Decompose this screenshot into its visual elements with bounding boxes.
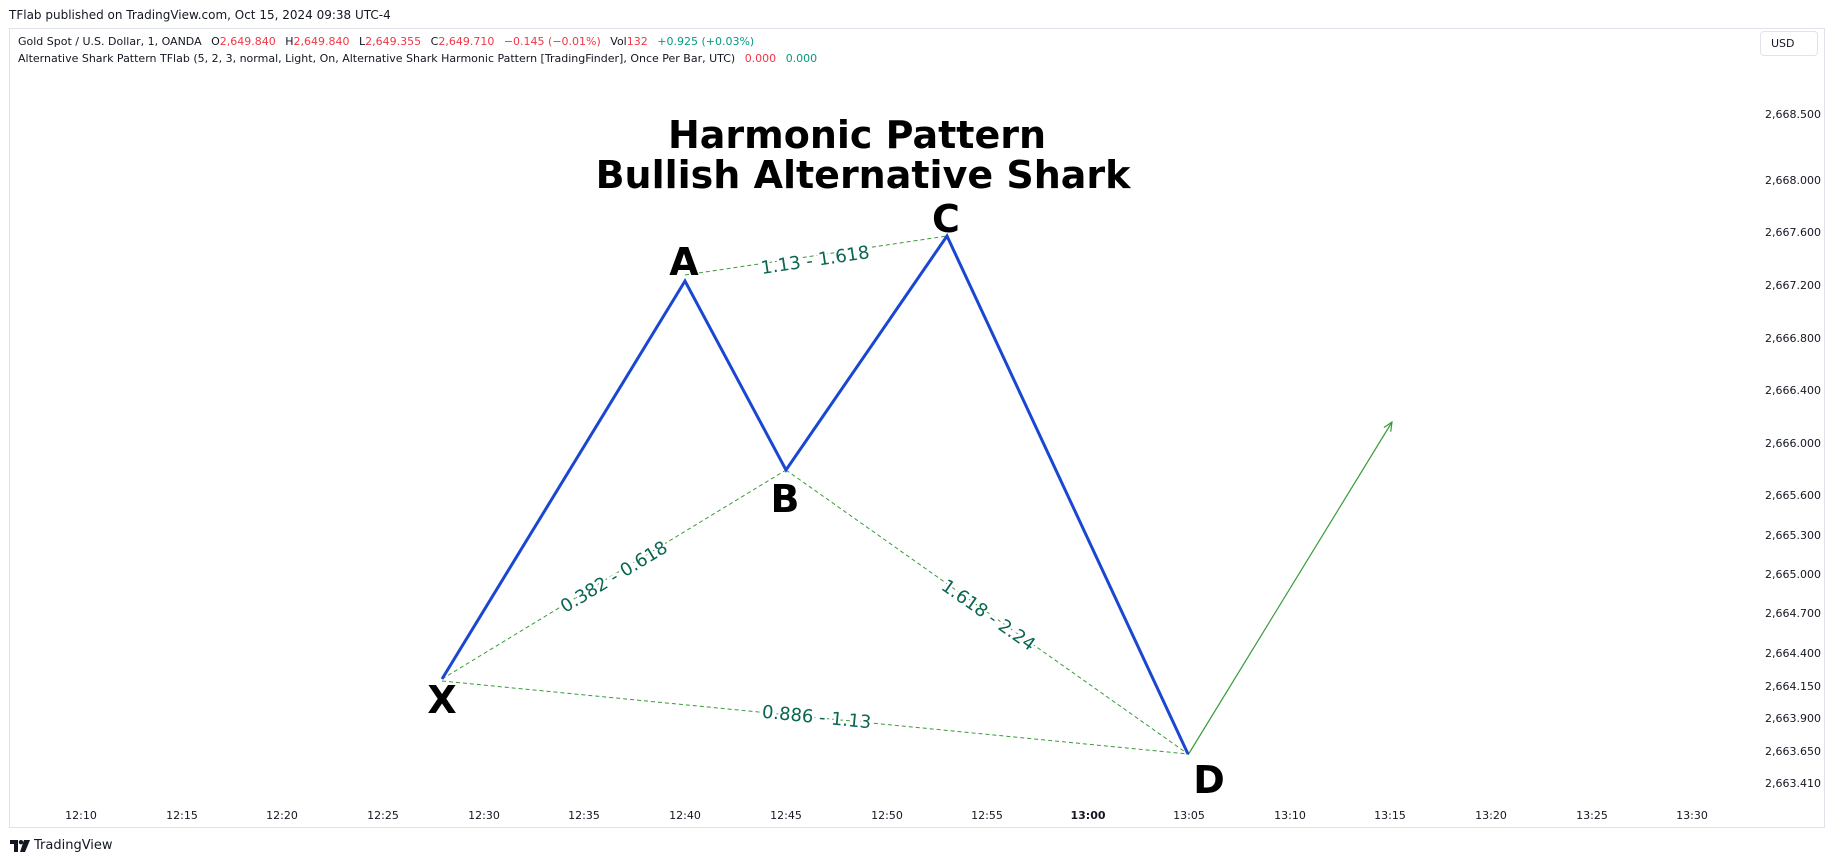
time-tick: 12:45 <box>770 809 802 822</box>
point-label-c: C <box>932 197 960 241</box>
time-tick: 13:30 <box>1676 809 1708 822</box>
time-tick: 13:05 <box>1173 809 1205 822</box>
price-tick: 2,664.700 <box>1765 607 1821 620</box>
price-tick: 2,668.500 <box>1765 108 1821 121</box>
time-tick: 13:10 <box>1274 809 1306 822</box>
price-tick: 2,665.600 <box>1765 489 1821 502</box>
time-tick: 12:35 <box>568 809 600 822</box>
pattern-line <box>440 232 1190 755</box>
volume-value: 132 <box>626 35 648 48</box>
time-tick: 13:25 <box>1576 809 1608 822</box>
low-value: 2,649.355 <box>365 35 422 48</box>
point-label-d: D <box>1193 758 1225 802</box>
chart-frame[interactable] <box>9 28 1825 828</box>
time-tick: 13:20 <box>1475 809 1507 822</box>
high-value: 2,649.840 <box>293 35 350 48</box>
price-tick: 2,668.000 <box>1765 174 1821 187</box>
ratio-line-bd <box>785 469 1189 755</box>
price-tick: 2,665.000 <box>1765 568 1821 581</box>
price-tick: 2,665.300 <box>1765 529 1821 542</box>
time-tick: 12:40 <box>669 809 701 822</box>
ratio-label-bd: 1.618 - 2.24 <box>937 575 1039 655</box>
price-tick: 2,667.200 <box>1765 279 1821 292</box>
price-tick: 2,664.150 <box>1765 680 1821 693</box>
time-tick: 13:00 <box>1070 809 1105 822</box>
title-line-2: Bullish Alternative Shark <box>596 153 1132 197</box>
published-line: TFlab published on TradingView.com, Oct … <box>9 8 391 22</box>
high-label: H <box>285 35 294 48</box>
close-value: 2,649.710 <box>438 35 495 48</box>
price-tick: 2,666.000 <box>1765 437 1821 450</box>
volume-label: Vol <box>610 35 627 48</box>
tradingview-logo-icon <box>10 839 30 852</box>
price-tick: 2,664.400 <box>1765 647 1821 660</box>
ratio-label-xd: 0.886 - 1.13 <box>761 702 872 734</box>
projection-arrow <box>1187 422 1392 756</box>
price-tick: 2,666.400 <box>1765 384 1821 397</box>
close-label: C <box>430 35 439 48</box>
point-label-a: A <box>669 240 699 284</box>
price-tick: 2,663.650 <box>1765 745 1821 758</box>
open-label: O <box>211 35 220 48</box>
price-tick: 2,663.410 <box>1765 777 1821 790</box>
price-tick: 2,663.900 <box>1765 712 1821 725</box>
volume-change: +0.925 (+0.03%) <box>657 35 755 48</box>
time-tick: 12:55 <box>971 809 1003 822</box>
time-tick: 12:25 <box>367 809 399 822</box>
ratio-label-xb: 0.382 - 0.618 <box>557 537 672 617</box>
indicator-name[interactable]: Alternative Shark Pattern TFlab (5, 2, 3… <box>18 52 736 65</box>
tradingview-logo[interactable]: TradingView <box>10 838 113 853</box>
ratio-line-ac <box>684 235 948 276</box>
open-value: 2,649.840 <box>219 35 276 48</box>
tradingview-brand: TradingView <box>34 838 113 853</box>
price-tick: 2,667.600 <box>1765 226 1821 239</box>
time-tick: 12:10 <box>65 809 97 822</box>
time-tick: 12:15 <box>166 809 198 822</box>
point-label-b: B <box>771 477 800 521</box>
title-line-1: Harmonic Pattern <box>668 113 1046 157</box>
ratio-line-xd <box>441 680 1189 755</box>
low-label: L <box>359 35 366 48</box>
symbol-legend: Gold Spot / U.S. Dollar, 1, OANDA O2,649… <box>18 35 754 48</box>
indicator-value-1: 0.000 <box>744 52 777 65</box>
indicator-value-2: 0.000 <box>785 52 818 65</box>
time-tick: 12:20 <box>266 809 298 822</box>
symbol-name[interactable]: Gold Spot / U.S. Dollar, 1, OANDA <box>18 35 202 48</box>
time-tick: 12:50 <box>871 809 903 822</box>
currency-button[interactable]: USD <box>1760 31 1818 56</box>
point-label-x: X <box>427 678 456 722</box>
ratio-label-ac: 1.13 - 1.618 <box>759 242 870 279</box>
indicator-legend: Alternative Shark Pattern TFlab (5, 2, 3… <box>18 52 817 65</box>
time-tick: 12:30 <box>468 809 500 822</box>
price-change: −0.145 (−0.01%) <box>503 35 601 48</box>
time-tick: 13:15 <box>1374 809 1406 822</box>
price-tick: 2,666.800 <box>1765 332 1821 345</box>
